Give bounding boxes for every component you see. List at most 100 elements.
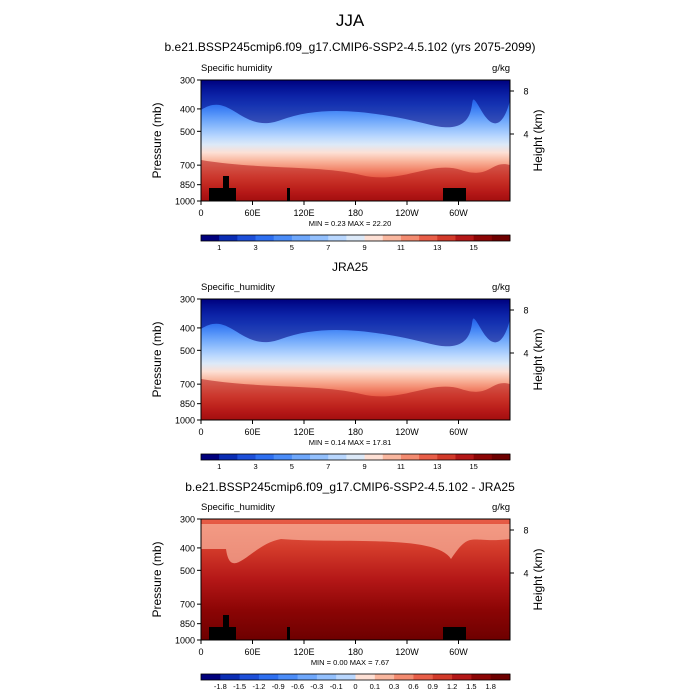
colorbar-label: 5 — [290, 462, 294, 471]
y-tick-label: 700 — [180, 161, 195, 171]
min-max-stats: MIN = 0.23 MAX = 22.20 — [309, 219, 392, 228]
colorbar-label: -0.6 — [291, 682, 304, 691]
y-right-tick-label: 4 — [523, 349, 528, 359]
y-tick-label: 700 — [180, 380, 195, 390]
y-axis-left: 300 400 500 700 850 1000 — [175, 515, 201, 646]
y-tick-label: 400 — [180, 323, 195, 333]
colorbar-swatch — [471, 674, 492, 680]
colorbar-swatch — [336, 674, 356, 680]
colorbar-swatch — [364, 235, 384, 241]
colorbar-swatch — [455, 454, 475, 460]
x-tick-label: 0 — [198, 208, 203, 218]
colorbar-label: 9 — [363, 243, 367, 252]
x-tick-label: 120W — [395, 647, 419, 657]
chart-panel-3: b.e21.BSSP245cmip6.f09_g17.CMIP6-SSP2-4.… — [150, 480, 545, 691]
colorbar-swatch — [273, 235, 293, 241]
x-axis: 0 60E 120E 180 120W 60W — [198, 420, 468, 437]
colorbar-label: 15 — [469, 462, 477, 471]
y-tick-label: 700 — [180, 600, 195, 610]
dry-upper-region — [201, 80, 510, 128]
colorbar-label: 1 — [217, 462, 221, 471]
moist-lower-region — [201, 160, 510, 201]
x-tick-label: 120E — [293, 208, 314, 218]
colorbar-label: 1.5 — [466, 682, 476, 691]
main-title: JJA — [336, 11, 365, 30]
colorbar-label: -1.8 — [214, 682, 227, 691]
colorbar-swatch — [452, 674, 472, 680]
terrain-ridge — [287, 627, 290, 640]
colorbar-swatch — [328, 454, 347, 460]
terrain-tibet — [209, 176, 236, 201]
colorbar-swatch — [400, 454, 420, 460]
x-tick-label: 60E — [244, 647, 260, 657]
y-right-axis-title: Height (km) — [531, 548, 545, 610]
colorbar-swatch — [491, 235, 511, 241]
units-label: g/kg — [492, 282, 510, 293]
colorbar-swatch — [364, 454, 384, 460]
colorbar-label: -0.9 — [272, 682, 285, 691]
colorbar-swatch — [382, 235, 402, 241]
colorbar-swatch — [374, 674, 395, 680]
colorbar-label: 7 — [326, 243, 330, 252]
colorbar-swatch — [219, 454, 238, 460]
colorbar-swatch — [346, 454, 365, 460]
colorbar-frame — [200, 234, 511, 242]
y-right-axis-title: Height (km) — [531, 328, 545, 390]
colorbar-label: 3 — [253, 462, 257, 471]
colorbar-swatch — [400, 235, 420, 241]
colorbar-swatch — [419, 235, 438, 241]
terrain-mask — [209, 176, 466, 201]
x-tick-label: 60W — [449, 427, 468, 437]
panel-title: b.e21.BSSP245cmip6.f09_g17.CMIP6-SSP2-4.… — [165, 40, 536, 54]
colorbar-label: -1.5 — [233, 682, 246, 691]
x-tick-label: 120E — [293, 427, 314, 437]
colorbar-swatch — [237, 454, 256, 460]
colorbar-swatch — [455, 235, 475, 241]
y-tick-label: 1000 — [175, 197, 195, 207]
colorbar-swatch — [237, 235, 256, 241]
colorbar-swatch — [473, 235, 493, 241]
diff-upper-region — [201, 524, 510, 564]
y-tick-label: 850 — [180, 180, 195, 190]
colorbar-label: 9 — [363, 462, 367, 471]
field-label: Specific_humidity — [201, 502, 275, 513]
min-max-stats: MIN = 0.14 MAX = 17.81 — [309, 438, 392, 447]
colorbar-swatch — [201, 235, 220, 241]
colorbar-label: 0.9 — [428, 682, 438, 691]
dry-upper-region — [201, 299, 510, 347]
y-axis-right: 84 — [510, 306, 529, 359]
colorbar-frame — [200, 453, 511, 461]
y-right-tick-label: 4 — [523, 130, 528, 140]
y-right-axis-title: Height (km) — [531, 109, 545, 171]
field-label: Specific humidity — [201, 63, 273, 74]
colorbar-label: -1.2 — [252, 682, 265, 691]
x-tick-label: 60W — [449, 208, 468, 218]
y-tick-label: 300 — [180, 76, 195, 86]
colorbar-swatch — [413, 674, 434, 680]
colorbar-swatch — [432, 674, 453, 680]
x-tick-label: 0 — [198, 427, 203, 437]
x-tick-label: 60E — [244, 208, 260, 218]
colorbar-label: 1.8 — [485, 682, 495, 691]
y-axis-left: 300 400 500 700 850 1000 — [175, 295, 201, 426]
colorbar-swatch — [219, 235, 238, 241]
y-tick-label: 850 — [180, 619, 195, 629]
colorbar-swatch — [255, 454, 275, 460]
colorbar-swatch — [419, 454, 438, 460]
colorbar-swatch — [291, 235, 311, 241]
y-axis-title: Pressure (mb) — [150, 321, 164, 397]
colorbar-swatch — [355, 674, 376, 680]
terrain-mask — [209, 615, 466, 640]
colorbar: 1 3 5 7 9 11 13 15 — [200, 234, 511, 252]
colorbar-swatch — [278, 674, 298, 680]
colorbar-label: 13 — [433, 462, 441, 471]
colorbar-label: 11 — [397, 462, 405, 471]
colorbar-swatch — [437, 454, 456, 460]
x-tick-label: 120W — [395, 208, 419, 218]
colorbar-label: 13 — [433, 243, 441, 252]
x-tick-label: 0 — [198, 647, 203, 657]
colorbar-swatch — [437, 235, 456, 241]
x-tick-label: 60E — [244, 427, 260, 437]
